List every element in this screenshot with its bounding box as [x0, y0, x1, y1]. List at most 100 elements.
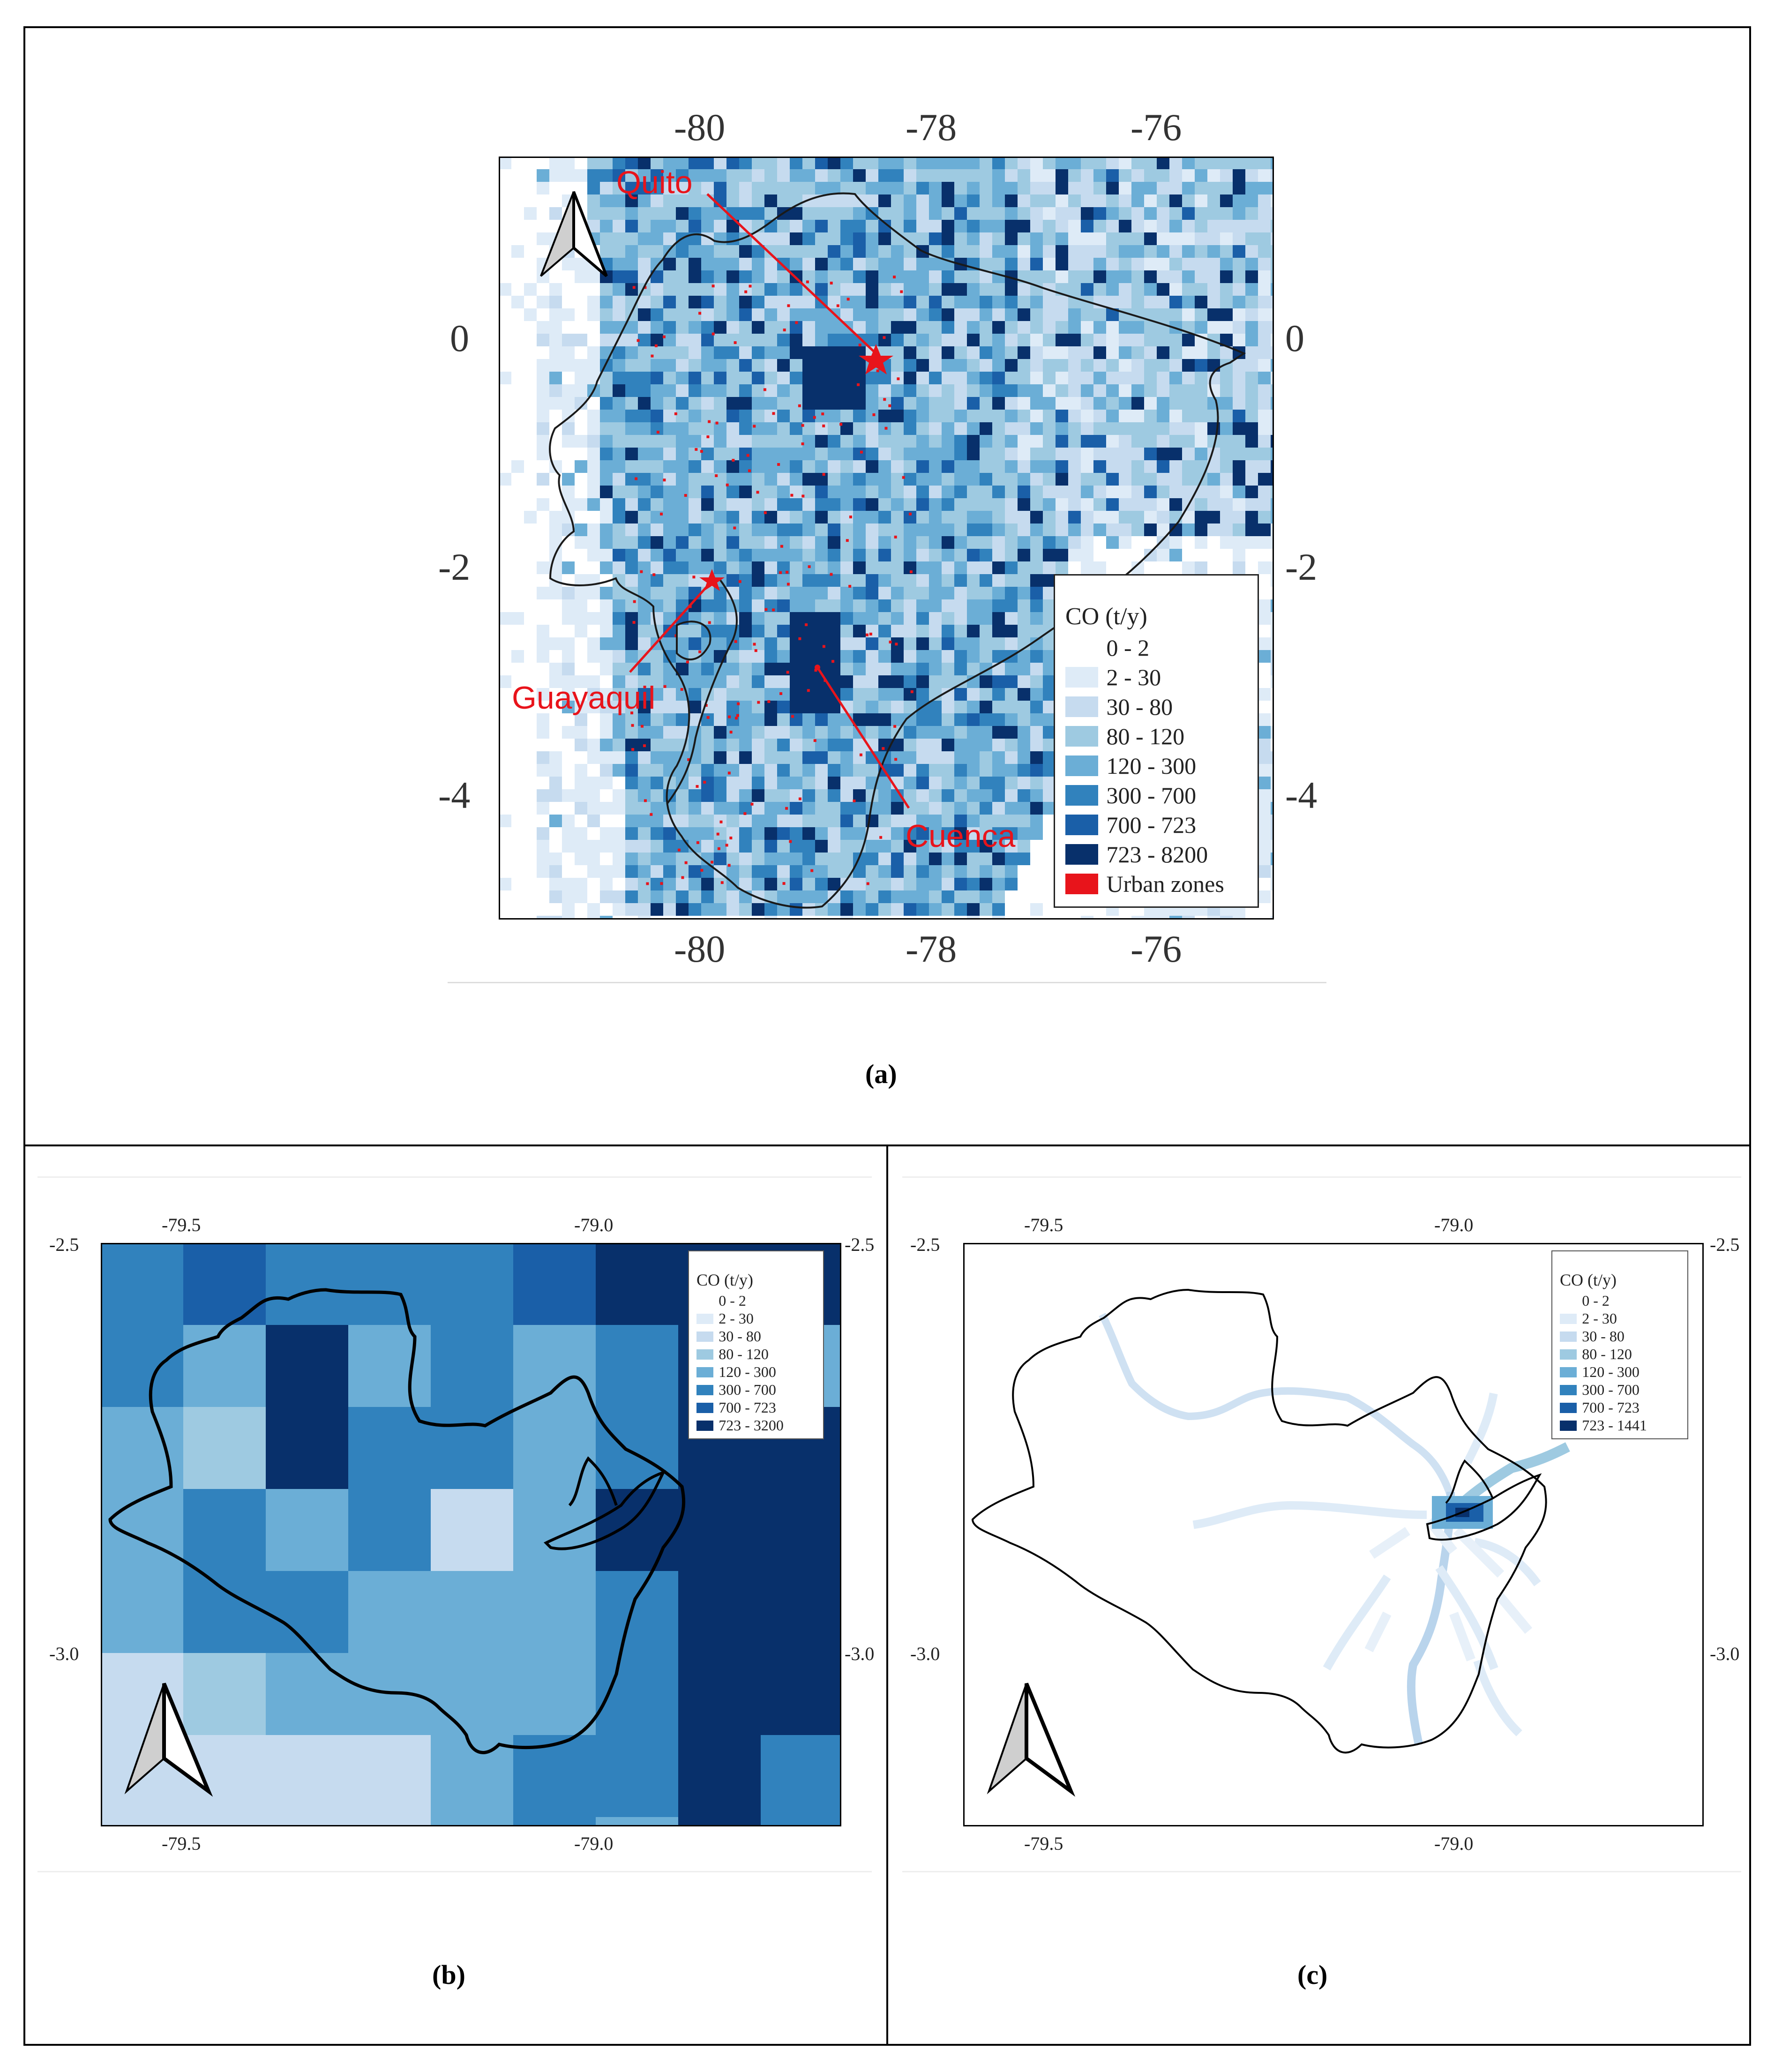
grid-cell [1068, 346, 1081, 359]
legend-swatch [1560, 1295, 1577, 1306]
grid-cell [651, 220, 663, 232]
grid-cell [1068, 169, 1081, 182]
grid-cell [1068, 334, 1081, 346]
grid-cell [1030, 182, 1043, 194]
grid-cell [1018, 308, 1030, 321]
grid-cell [1220, 308, 1233, 321]
grid-cell [1056, 435, 1068, 448]
grid-cell [587, 498, 600, 511]
grid-cell [1258, 422, 1271, 435]
grid-cell [651, 194, 663, 207]
grid-cell [587, 169, 600, 182]
grid-cell [1056, 207, 1068, 220]
grid-cell [790, 182, 802, 194]
grid-cell [701, 258, 714, 270]
grid-cell [739, 511, 752, 524]
grid-cell [992, 498, 1005, 511]
grid-cell [1131, 384, 1144, 397]
grid-cell [1207, 270, 1220, 283]
grid-cell [651, 321, 663, 334]
grid-cell [904, 473, 916, 486]
panel-c-ytick-right-2: -3.0 [1710, 1643, 1740, 1664]
grid-cell [1131, 334, 1144, 346]
grid-cell [1157, 157, 1169, 169]
legend-swatch [1065, 726, 1098, 747]
grid-cell [575, 169, 587, 182]
grid-cell [1119, 460, 1131, 473]
grid-cell [752, 270, 764, 283]
grid-cell [1018, 245, 1030, 258]
grid-cell [1131, 283, 1144, 296]
grid-cell [613, 207, 625, 220]
grid-cell [663, 359, 676, 372]
grid-cell [689, 524, 701, 536]
grid-cell [1220, 245, 1233, 258]
grid-cell [802, 422, 815, 435]
panel-c-legend-item: 120 - 300 [1560, 1363, 1640, 1381]
grid-cell [840, 270, 853, 283]
grid-cell [1005, 422, 1018, 435]
grid-cell [840, 194, 853, 207]
grid-cell [1056, 308, 1068, 321]
grid-cell [1144, 182, 1157, 194]
grid-cell [1005, 220, 1018, 232]
grid-cell [916, 435, 929, 448]
grid-cell [1106, 245, 1119, 258]
grid-cell [663, 283, 676, 296]
grid-cell [1081, 359, 1093, 372]
grid-cell [1157, 207, 1169, 220]
grid-cell [891, 422, 904, 435]
grid-cell [1093, 232, 1106, 245]
grid-cell [562, 473, 575, 486]
grid-cell [1056, 372, 1068, 384]
grid-cell [992, 384, 1005, 397]
grid-cell [511, 296, 524, 308]
grid-cell [853, 410, 866, 422]
grid-cell [587, 435, 600, 448]
grid-cell [1081, 346, 1093, 359]
grid-cell [802, 308, 815, 321]
grid-cell [790, 524, 802, 536]
grid-cell [1119, 296, 1131, 308]
grid-cell [1169, 245, 1182, 258]
grid-cell [840, 296, 853, 308]
grid-cell [992, 296, 1005, 308]
grid-cell [1207, 182, 1220, 194]
grid-cell [1195, 511, 1207, 524]
grid-cell [815, 308, 828, 321]
grid-cell [1030, 524, 1043, 536]
grid-cell [828, 435, 840, 448]
grid-cell [1081, 397, 1093, 410]
grid-cell [1056, 245, 1068, 258]
panel-a-legend-item: 723 - 8200 [1065, 841, 1208, 868]
grid-cell [1157, 169, 1169, 182]
grid-cell [537, 422, 549, 435]
grid-cell [638, 207, 651, 220]
grid-cell [790, 498, 802, 511]
grid-cell [790, 283, 802, 296]
grid-cell [1195, 372, 1207, 384]
grid-cell [1043, 435, 1056, 448]
grid-cell [587, 182, 600, 194]
legend-label: 80 - 120 [719, 1346, 769, 1362]
grid-cell [676, 410, 689, 422]
grid-cell [764, 296, 777, 308]
grid-cell [828, 232, 840, 245]
grid-cell [942, 372, 954, 384]
grid-cell [1043, 182, 1056, 194]
grid-cell [764, 536, 777, 549]
grid-cell [1182, 220, 1195, 232]
grid-cell [638, 157, 651, 169]
grid-cell [613, 194, 625, 207]
grid-cell [1005, 308, 1018, 321]
grid-cell [524, 511, 537, 524]
grid-cell [537, 435, 549, 448]
grid-cell [663, 296, 676, 308]
grid-cell [1081, 486, 1093, 498]
grid-cell [980, 346, 992, 359]
grid-cell [600, 169, 613, 182]
grid-cell [954, 334, 967, 346]
grid-cell [1271, 283, 1274, 296]
grid-cell [1093, 422, 1106, 435]
grid-cell [853, 397, 866, 410]
